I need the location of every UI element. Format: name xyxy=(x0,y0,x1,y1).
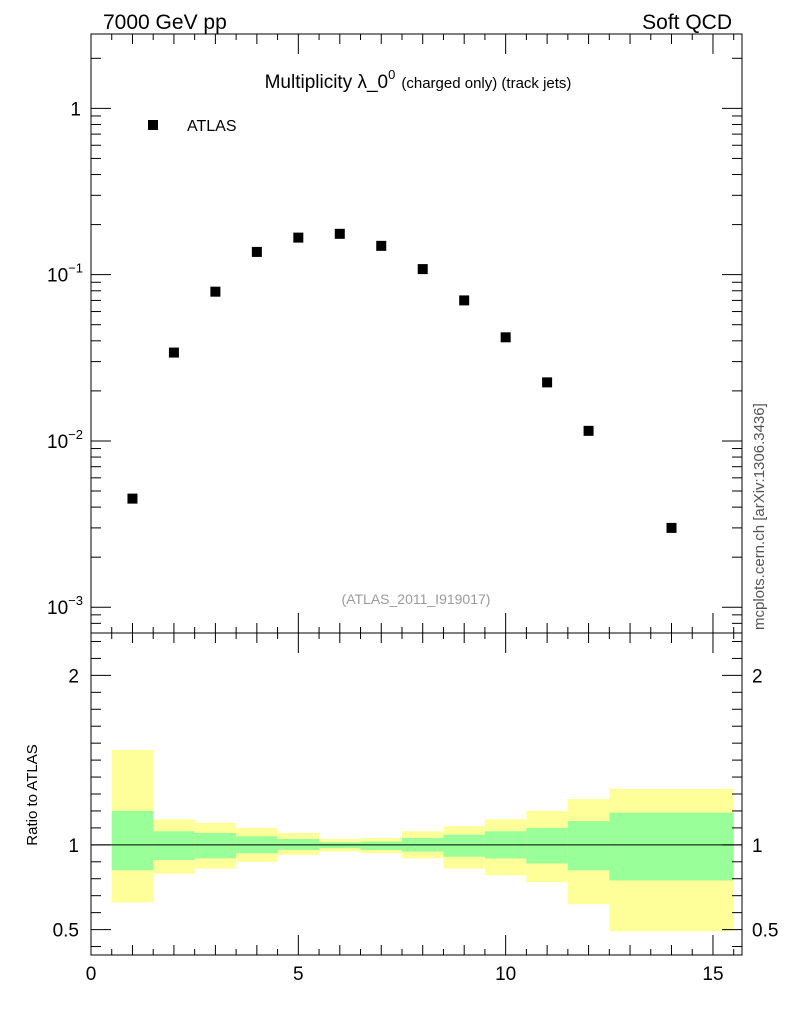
y-tick-label-base: 10 xyxy=(47,432,68,453)
ratio-y-ticks: 2 2 1 1 0.5 0.5 xyxy=(53,640,778,948)
data-point xyxy=(376,240,387,251)
header-category-label: Soft QCD xyxy=(642,11,732,34)
ratio-inner-band xyxy=(360,841,402,850)
ratio-uncertainty-bands xyxy=(111,749,734,932)
ratio-inner-band xyxy=(609,812,734,881)
plot-title-small: (charged only) (track jets) xyxy=(401,75,571,92)
upper-x-ticks xyxy=(90,34,735,633)
data-point xyxy=(500,332,511,343)
y-tick-label-exponent: −3 xyxy=(68,593,83,608)
y-tick-label-exponent: −1 xyxy=(68,261,83,276)
y-tick-label: 10−1 xyxy=(47,261,83,287)
ratio-tick-label-right: 2 xyxy=(752,666,763,687)
data-point xyxy=(293,232,304,243)
ratio-inner-band xyxy=(111,810,154,871)
ratio-inner-band xyxy=(567,821,610,871)
x-tick-label: 0 xyxy=(86,964,97,985)
ratio-inner-band xyxy=(526,827,568,864)
plot-title-superscript: 0 xyxy=(388,67,395,82)
ratio-tick-label-left: 2 xyxy=(68,666,79,687)
ratio-tick-label-left: 0.5 xyxy=(53,921,79,942)
data-point xyxy=(127,493,138,504)
y-tick-label-base: 10 xyxy=(47,266,68,287)
legend-marker-atlas xyxy=(148,120,158,130)
upper-y-ticks: 110−110−210−3 xyxy=(47,57,742,634)
plot-title: Multiplicity λ_00 (charged only) (track j… xyxy=(265,67,572,93)
ratio-tick-label-right: 0.5 xyxy=(752,921,778,942)
ratio-tick-label-left: 1 xyxy=(68,836,79,857)
ratio-x-ticks: 0 5 10 15 xyxy=(86,633,735,985)
y-tick-label: 10−2 xyxy=(47,427,83,453)
data-point xyxy=(666,522,677,533)
x-tick-label: 10 xyxy=(495,964,516,985)
x-tick-label: 5 xyxy=(293,964,304,985)
atlas-data-points xyxy=(127,228,677,533)
data-point xyxy=(417,264,428,275)
legend-label-atlas: ATLAS xyxy=(187,118,237,135)
side-source-label: mcplots.cern.ch [arXiv:1306.3436] xyxy=(751,403,768,630)
ratio-axis-label: Ratio to ATLAS xyxy=(24,744,41,845)
ratio-inner-band xyxy=(194,832,237,859)
data-point xyxy=(251,246,262,257)
y-tick-label-base: 10 xyxy=(47,598,68,619)
data-point xyxy=(334,228,345,239)
data-point xyxy=(542,377,553,388)
ratio-inner-band xyxy=(153,831,195,861)
ratio-inner-band xyxy=(443,834,485,857)
data-point xyxy=(168,347,179,358)
data-point xyxy=(583,425,594,436)
header-energy-label: 7000 GeV pp xyxy=(103,11,227,34)
y-tick-label: 1 xyxy=(70,99,81,120)
analysis-id-annotation: (ATLAS_2011_I919017) xyxy=(342,591,491,607)
data-point xyxy=(210,286,221,297)
data-point xyxy=(459,295,470,306)
y-tick-label-exponent: −2 xyxy=(68,427,83,442)
plot-title-main: Multiplicity λ_0 xyxy=(265,72,389,93)
y-tick-label: 10−3 xyxy=(47,593,83,619)
ratio-tick-label-right: 1 xyxy=(752,836,763,857)
x-tick-label: 15 xyxy=(702,964,723,985)
